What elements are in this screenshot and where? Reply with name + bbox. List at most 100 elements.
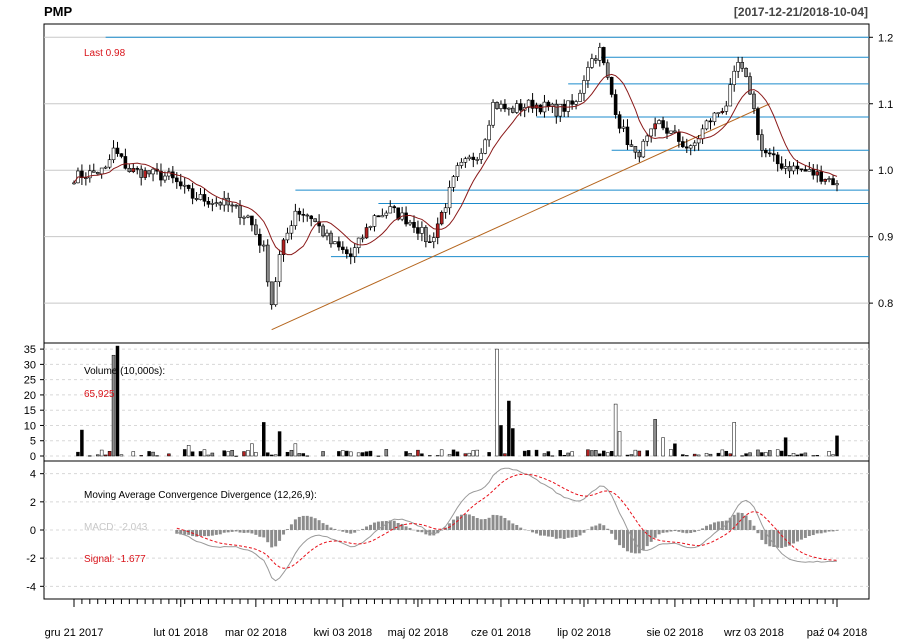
volume-bar bbox=[507, 400, 511, 457]
candle-body bbox=[511, 107, 515, 113]
macd-histogram-bar bbox=[803, 530, 807, 538]
macd-histogram-bar bbox=[475, 517, 479, 530]
candle-body bbox=[503, 103, 507, 110]
volume-bar bbox=[155, 455, 159, 457]
volume-bar bbox=[147, 451, 151, 457]
volume-bar bbox=[293, 443, 298, 457]
candle-body bbox=[167, 171, 171, 177]
candle-body bbox=[408, 221, 412, 225]
macd-histogram-bar bbox=[531, 530, 535, 533]
macd-histogram-bar bbox=[440, 530, 444, 531]
macd-histogram-bar bbox=[716, 521, 720, 530]
volume-bar bbox=[190, 451, 195, 457]
macd-histogram-bar bbox=[222, 530, 226, 533]
volume-bar bbox=[661, 437, 665, 457]
macd-histogram-bar bbox=[341, 530, 345, 532]
candle-body bbox=[139, 168, 144, 178]
candle-body bbox=[412, 221, 416, 228]
volume-bar bbox=[404, 451, 408, 457]
volume-bar bbox=[348, 451, 353, 457]
candle-body bbox=[819, 171, 823, 182]
macd-histogram-bar bbox=[574, 530, 578, 537]
candle-body bbox=[352, 247, 357, 257]
volume-bar bbox=[724, 450, 729, 457]
volume-bar bbox=[586, 449, 590, 457]
candle-body bbox=[214, 202, 219, 204]
macd-histogram-bar bbox=[515, 525, 519, 530]
macd-histogram-bar bbox=[653, 530, 657, 538]
macd-histogram-bar bbox=[720, 521, 724, 530]
candle-body bbox=[269, 281, 274, 306]
macd-histogram-bar bbox=[388, 520, 392, 530]
candle-body bbox=[230, 204, 234, 207]
candle-body bbox=[673, 130, 677, 133]
candle-body bbox=[625, 126, 630, 146]
candle-body bbox=[799, 168, 804, 171]
volume-bar bbox=[198, 451, 203, 457]
volume-bar bbox=[206, 454, 211, 457]
volume-bar bbox=[301, 453, 306, 457]
macd-histogram-bar bbox=[495, 515, 499, 530]
macd-histogram-bar bbox=[412, 529, 416, 531]
macd-histogram-bar bbox=[266, 530, 270, 543]
candle-body bbox=[178, 181, 183, 187]
price-tick-label: 0.8 bbox=[878, 298, 893, 310]
macd-histogram-bar bbox=[206, 530, 210, 537]
candle-body bbox=[554, 103, 559, 117]
macd-histogram-bar bbox=[784, 530, 788, 547]
volume-bar bbox=[791, 453, 796, 457]
volume-bar bbox=[131, 451, 136, 457]
candle-body bbox=[728, 84, 733, 107]
macd-histogram-bar bbox=[349, 530, 353, 534]
macd-histogram-bar bbox=[297, 516, 301, 530]
candle-body bbox=[123, 156, 128, 169]
candle-body bbox=[590, 58, 594, 68]
candle-body bbox=[265, 244, 270, 283]
macd-histogram-bar bbox=[764, 530, 768, 545]
volume-bar bbox=[708, 453, 713, 457]
candle-body bbox=[669, 130, 673, 134]
macd-histogram-bar bbox=[614, 530, 618, 540]
candle-body bbox=[684, 146, 689, 149]
volume-bar bbox=[558, 450, 563, 457]
candle-body bbox=[380, 215, 385, 218]
volume-bar bbox=[566, 452, 570, 457]
candle-body bbox=[621, 126, 626, 129]
volume-bar bbox=[321, 451, 325, 457]
candle-body bbox=[475, 159, 480, 161]
candle-body bbox=[479, 152, 483, 160]
candle-body bbox=[700, 128, 705, 140]
candle-body bbox=[443, 207, 448, 213]
volume-bar bbox=[799, 453, 804, 457]
macd-histogram-bar bbox=[226, 530, 230, 533]
candle-body bbox=[562, 103, 567, 112]
macd-histogram-bar bbox=[218, 530, 222, 535]
candle-body bbox=[321, 225, 325, 237]
last-price-label: Last 0.98 bbox=[84, 48, 126, 59]
macd-histogram-bar bbox=[546, 530, 550, 537]
candle-body bbox=[752, 93, 756, 109]
volume-bar bbox=[590, 450, 594, 457]
macd-histogram-bar bbox=[305, 515, 309, 530]
macd-histogram-bar bbox=[282, 530, 286, 535]
volume-bar bbox=[598, 453, 602, 457]
volume-bar bbox=[151, 451, 155, 457]
candle-body bbox=[238, 205, 242, 218]
candle-body bbox=[518, 103, 523, 111]
candle-body bbox=[356, 237, 361, 248]
macd-histogram-bar bbox=[578, 530, 582, 536]
candle-body bbox=[254, 224, 258, 235]
macd-histogram-bar bbox=[637, 530, 641, 554]
candle-body bbox=[210, 203, 215, 205]
volume-bar bbox=[439, 449, 444, 457]
volume-bar bbox=[186, 445, 191, 457]
volume-bar bbox=[337, 451, 341, 457]
candle-body bbox=[807, 169, 812, 172]
candle-body bbox=[305, 214, 310, 217]
macd-histogram-bar bbox=[325, 524, 329, 530]
candle-body bbox=[661, 120, 665, 129]
macd-histogram-bar bbox=[740, 513, 744, 530]
candle-body bbox=[301, 214, 306, 216]
candle-body bbox=[439, 211, 444, 225]
candle-body bbox=[103, 166, 108, 169]
